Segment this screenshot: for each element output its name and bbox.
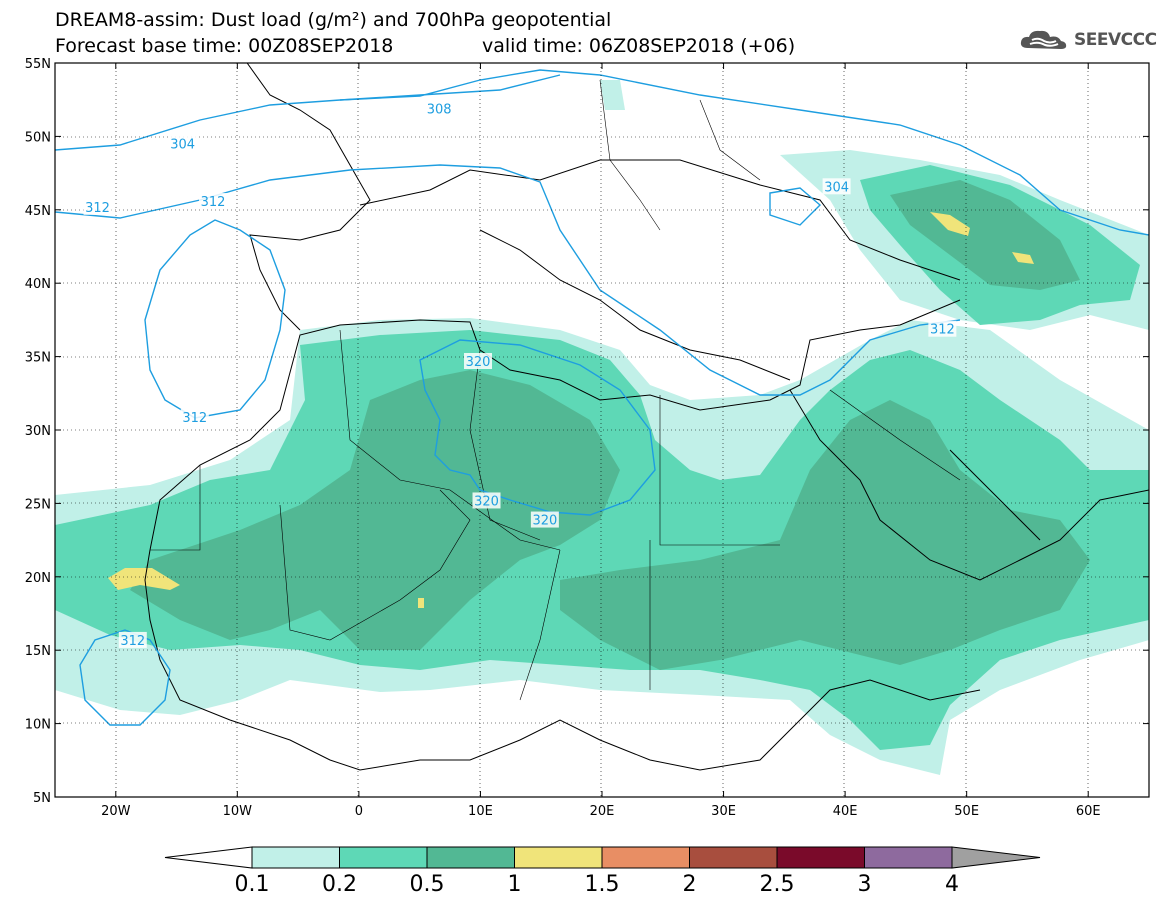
contour-label: 312 (85, 201, 110, 216)
colorbar-label: 0.2 (322, 872, 357, 897)
cloud-icon (1020, 30, 1067, 49)
x-tick-label: 10E (468, 804, 493, 819)
contour-label: 304 (170, 138, 195, 153)
colorbar-swatch (601, 846, 690, 869)
contour-label: 308 (427, 103, 452, 118)
colorbar-swatch (689, 846, 778, 869)
x-tick-label: 40E (833, 804, 858, 819)
contour-label-bg (118, 631, 147, 648)
dust-field-dark-east (560, 400, 1090, 670)
y-tick-label: 50N (25, 130, 51, 145)
colorbar-swatch (776, 846, 865, 869)
y-tick-label: 5N (33, 791, 51, 806)
forecast-base-time: Forecast base time: 00Z08SEP2018 (55, 35, 394, 57)
map-title: DREAM8-assim: Dust load (g/m²) and 700hP… (55, 9, 612, 31)
contour-304-north (55, 74, 561, 151)
contour-label-bg (822, 178, 851, 195)
valid-time: valid time: 06Z08SEP2018 (+06) (482, 35, 796, 57)
seevccc-logo: SEEVCCC (1018, 28, 1157, 52)
colorbar-swatch (514, 846, 603, 869)
contour-label-bg (472, 492, 501, 509)
colorbar-swatch (251, 846, 340, 869)
y-tick-label: 25N (25, 497, 51, 512)
contour-label: 320 (474, 494, 499, 509)
contour-label: 320 (466, 355, 491, 370)
contour-label: 320 (532, 514, 557, 529)
contour-label: 312 (120, 634, 145, 649)
contour-312-north (55, 164, 961, 396)
y-tick-label: 35N (25, 351, 51, 366)
colorbar-label: 1.5 (584, 872, 620, 897)
contour-label-bg (530, 511, 559, 528)
colorbar-label: 0.1 (234, 872, 270, 897)
logo-text: SEEVCCC (1074, 30, 1157, 50)
contour-label-bg (168, 135, 197, 152)
colorbar-label: 1 (507, 872, 522, 897)
contour-label-bg (464, 353, 493, 370)
colorbar-under-arrow (164, 846, 253, 869)
colorbar-label: 0.5 (409, 872, 445, 897)
contour-304-east (769, 187, 822, 226)
contour-label-bg (928, 320, 957, 337)
contour-label: 312 (182, 411, 207, 426)
colorbar-swatch (426, 846, 515, 869)
contour-label-bg (199, 192, 228, 209)
contour-label-bg (83, 198, 112, 215)
x-tick-label: 10W (223, 804, 253, 819)
x-tick-label: 0 (355, 804, 363, 819)
y-tick-label: 10N (25, 718, 51, 733)
contour-label: 312 (930, 323, 955, 338)
contour-312-loop (144, 219, 286, 419)
contour-label-bg (180, 408, 209, 425)
contour-labels: 304 304 308 312 312 312 312 312 320 320 320 (83, 100, 957, 649)
plot-area (55, 63, 1149, 797)
contour-312-west-africa (79, 629, 171, 726)
x-tick-label: 30E (711, 804, 736, 819)
dust-field-high-1 (108, 568, 180, 590)
x-tick-label: 60E (1076, 804, 1101, 819)
dust-field-dark (130, 370, 620, 650)
dust-field-light-north (600, 80, 625, 110)
colorbar-label: 2.5 (759, 872, 795, 897)
dust-field-high-2 (930, 212, 970, 236)
dust-field-high-3 (1012, 252, 1034, 264)
colorbar-label: 3 (857, 872, 872, 897)
x-tick-label: 20E (590, 804, 615, 819)
contour-label: 312 (201, 195, 226, 210)
x-tick-label: 20W (101, 804, 131, 819)
y-tick-label: 40N (25, 277, 51, 292)
colorbar-label: 2 (682, 872, 697, 897)
y-tick-label: 55N (25, 57, 51, 72)
colorbar (164, 846, 1041, 869)
colorbar-over-arrow (951, 846, 1041, 869)
contour-label: 304 (824, 180, 849, 195)
y-tick-label: 15N (25, 644, 51, 659)
contour-320 (419, 339, 656, 516)
colorbar-swatch (864, 846, 953, 869)
axis-ticks: 20W 10W 0 10E 20E 30E 40E 50E 60E 55N 50N 45N 40N 35N… (25, 57, 1149, 819)
colorbar-label: 4 (945, 872, 959, 897)
contour-label-bg (425, 100, 454, 117)
y-tick-label: 30N (25, 424, 51, 439)
colorbar-swatch (339, 846, 428, 869)
y-tick-label: 20N (25, 571, 51, 586)
dust-field-high-4 (418, 598, 424, 608)
y-tick-label: 45N (25, 204, 51, 219)
x-tick-label: 50E (954, 804, 979, 819)
